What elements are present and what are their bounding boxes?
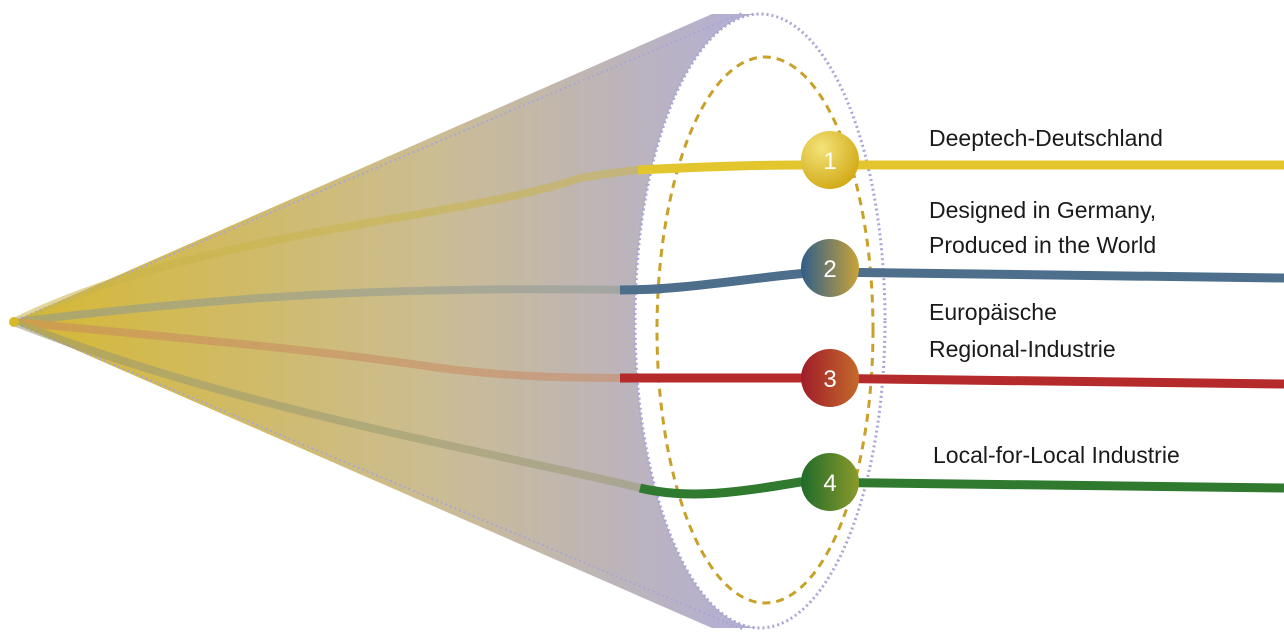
inner-dashed-ellipse xyxy=(655,55,875,605)
scenario-3-label-line-2: Regional-Industrie xyxy=(929,336,1116,362)
funnel-edge-bottom xyxy=(11,321,743,630)
scenario-node-1: 1 xyxy=(801,131,859,189)
node-1-circle xyxy=(801,131,859,189)
scenario-2-label-line-1: Designed in Germany, xyxy=(929,197,1156,223)
path-3-inside xyxy=(10,318,644,382)
scenario-node-4: 4 xyxy=(801,453,859,511)
node-1-number: 1 xyxy=(823,148,836,175)
path-1-line xyxy=(637,160,1284,175)
path-2-inside xyxy=(10,285,664,326)
scenario-4-label: Local-for-Local Industrie xyxy=(933,442,1180,468)
path-4-inside xyxy=(10,318,644,492)
path-4-line xyxy=(638,477,1284,499)
funnel-edge-top xyxy=(11,12,743,323)
scenario-node-3: 3 xyxy=(801,349,859,407)
node-3-circle xyxy=(801,349,859,407)
node-3-number: 3 xyxy=(823,366,836,393)
node-2-circle xyxy=(801,239,859,297)
funnel-opening xyxy=(633,12,887,630)
scenario-1-label: Deeptech-Deutschland xyxy=(929,125,1163,151)
scenario-3-label-line-1: Europäische xyxy=(929,299,1057,325)
node-4-circle xyxy=(801,453,859,511)
node-4-number: 4 xyxy=(823,470,836,497)
origin-point xyxy=(9,317,19,327)
node-2-number: 2 xyxy=(823,256,836,283)
scenario-node-2: 2 xyxy=(801,239,859,297)
path-3-line xyxy=(620,373,1284,389)
scenario-2-label-line-2: Produced in the World xyxy=(929,232,1156,258)
